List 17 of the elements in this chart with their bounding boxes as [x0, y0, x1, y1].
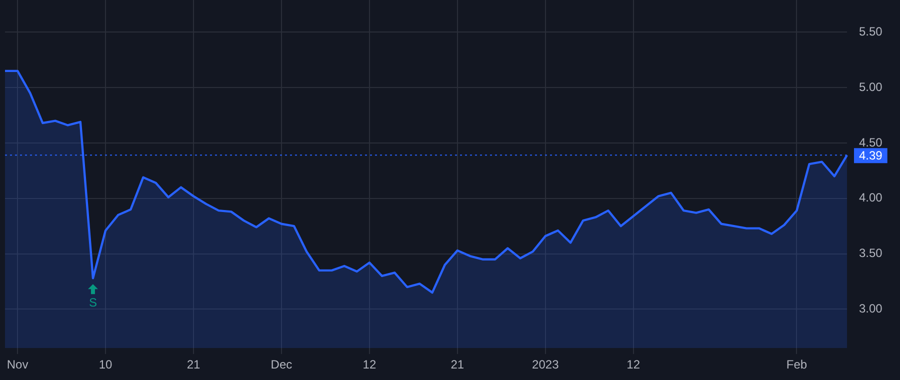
x-tick-label: 12	[362, 358, 376, 372]
x-tick-label: 10	[98, 358, 113, 372]
y-tick-label: 5.50	[859, 24, 883, 38]
x-tick-label: Nov	[6, 358, 28, 372]
y-tick-label: 5.00	[859, 80, 883, 94]
ref-line-label: 4.39	[859, 148, 883, 162]
x-tick-label: 21	[186, 358, 200, 372]
x-tick-label: 21	[450, 358, 464, 372]
x-tick-label: 12	[626, 358, 640, 372]
y-tick-label: 4.50	[859, 135, 883, 150]
y-tick-label: 3.00	[859, 302, 883, 316]
x-tick-label: 2023	[532, 358, 560, 372]
x-tick-label: Feb	[786, 358, 808, 372]
y-tick-label: 4.00	[859, 190, 883, 205]
y-tick-label: 3.50	[859, 246, 883, 260]
x-tick-label: Dec	[270, 358, 292, 372]
annotation: S	[88, 295, 97, 310]
